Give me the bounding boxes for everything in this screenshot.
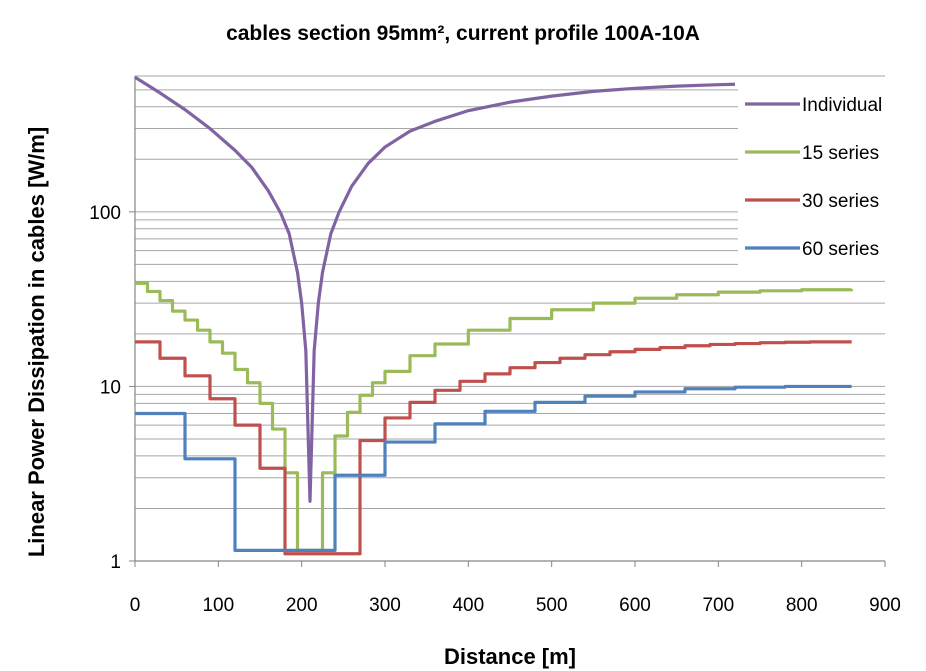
- x-axis-title: Distance [m]: [444, 644, 576, 669]
- y-tick-label-100: 100: [89, 203, 121, 224]
- series-line-15-series: [135, 281, 854, 553]
- legend-label-30-series: 30 series: [802, 191, 879, 212]
- x-tick-label-700: 700: [702, 595, 734, 616]
- x-tick-label-900: 900: [869, 595, 901, 616]
- series-line-individual: [134, 75, 736, 503]
- x-tick-label-500: 500: [536, 595, 568, 616]
- y-tick-labels: 1 10 100: [89, 203, 121, 573]
- legend-background: [738, 82, 888, 272]
- axes: [129, 76, 886, 567]
- x-tick-label-600: 600: [619, 595, 651, 616]
- x-tick-label-200: 200: [286, 595, 318, 616]
- chart-title: cables section 95mm², current profile 10…: [226, 22, 700, 45]
- x-tick-label-800: 800: [786, 595, 818, 616]
- x-tick-label-100: 100: [202, 595, 234, 616]
- y-tick-label-1: 1: [110, 552, 121, 573]
- y-axis-title: Linear Power Dissipation in cables [W/m]: [24, 127, 49, 557]
- y-tick-label-10: 10: [100, 377, 121, 398]
- series-line-30-series: [135, 340, 852, 556]
- x-tick-label-300: 300: [369, 595, 401, 616]
- legend-label-60-series: 60 series: [802, 239, 879, 260]
- series-line-60-series: [135, 384, 852, 553]
- legend-label-15-series: 15 series: [802, 143, 879, 164]
- x-tick-label-0: 0: [130, 595, 141, 616]
- x-tick-labels: 0 100 200 300 400 500 600 700 800 900: [130, 595, 901, 616]
- legend: Individual 15 series 30 series 60 series: [738, 82, 888, 272]
- legend-label-individual: Individual: [802, 95, 882, 116]
- series-lines: [134, 75, 854, 556]
- x-tick-label-400: 400: [452, 595, 484, 616]
